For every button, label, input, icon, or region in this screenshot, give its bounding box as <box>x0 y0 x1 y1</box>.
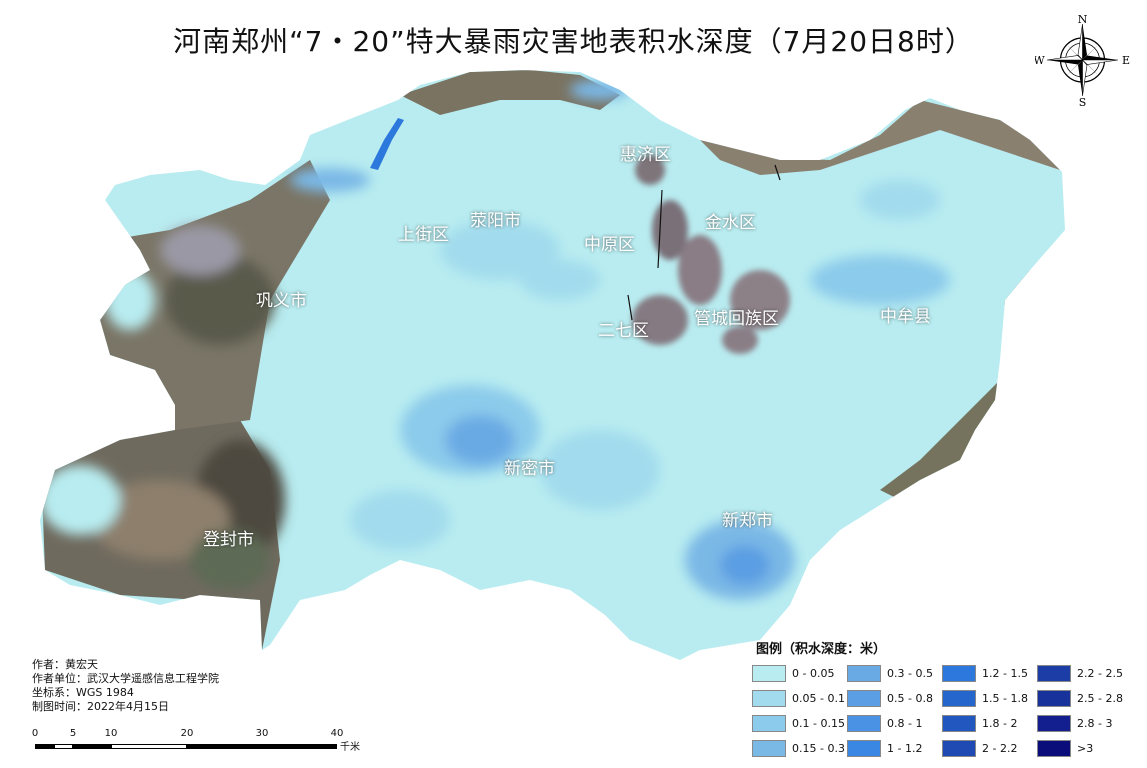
legend-swatch <box>1037 715 1071 732</box>
legend-grid: 0 - 0.05 0.3 - 0.5 1.2 - 1.5 2.2 - 2.5 0.05 … <box>752 665 1142 757</box>
compass-w: W <box>1035 54 1045 67</box>
map-legend: 图例（积水深度：米） 0 - 0.05 0.3 - 0.5 1.2 - 1.5 2.2… <box>752 638 1142 763</box>
scale-bar: 0 5 10 20 30 40 千米 <box>30 728 370 758</box>
scale-tick: 40 <box>330 728 344 739</box>
legend-item: 2.5 - 2.8 <box>1037 690 1132 707</box>
legend-swatch <box>1037 740 1071 757</box>
legend-item: 1.5 - 1.8 <box>942 690 1037 707</box>
city-label: 管城回族区 <box>694 309 779 329</box>
legend-title: 图例（积水深度：米） <box>756 642 887 657</box>
scale-tick: 5 <box>69 728 77 739</box>
compass-rose-icon: N S W E <box>1035 13 1130 107</box>
legend-label: 1.2 - 1.5 <box>982 667 1028 680</box>
legend-item: 1 - 1.2 <box>847 740 942 757</box>
legend-swatch <box>752 715 786 732</box>
compass-e: E <box>1122 54 1130 67</box>
credit-unit: 作者单位：武汉大学遥感信息工程学院 <box>32 672 219 685</box>
legend-item: >3 <box>1037 740 1132 757</box>
scale-segment <box>187 744 337 749</box>
legend-label: 0.05 - 0.1 <box>792 692 845 705</box>
legend-item: 0.3 - 0.5 <box>847 665 942 682</box>
legend-item: 2.2 - 2.5 <box>1037 665 1132 682</box>
map-title: 河南郑州“7・20”特大暴雨灾害地表积水深度（7月20日8时） <box>173 25 974 58</box>
compass-s: S <box>1079 96 1087 107</box>
scale-segment <box>54 744 73 749</box>
city-label: 中牟县 <box>880 307 931 327</box>
compass-n: N <box>1078 13 1088 26</box>
legend-label: 0.1 - 0.15 <box>792 717 845 730</box>
legend-label: 0.15 - 0.3 <box>792 742 845 755</box>
city-label: 巩义市 <box>256 291 307 311</box>
legend-item: 1.8 - 2 <box>942 715 1037 732</box>
scale-tick: 20 <box>180 728 194 739</box>
legend-item: 0.15 - 0.3 <box>752 740 847 757</box>
legend-item: 0.1 - 0.15 <box>752 715 847 732</box>
legend-swatch <box>942 690 976 707</box>
legend-label: 0.8 - 1 <box>887 717 923 730</box>
legend-label: 1 - 1.2 <box>887 742 923 755</box>
city-label: 荥阳市 <box>470 211 521 231</box>
scale-tick: 10 <box>104 728 118 739</box>
water-depth-layer <box>290 80 950 600</box>
legend-label: >3 <box>1077 742 1094 755</box>
scale-unit: 千米 <box>340 742 360 753</box>
legend-item: 0.05 - 0.1 <box>752 690 847 707</box>
map-credits: 作者：黄宏天 作者单位：武汉大学遥感信息工程学院 坐标系：WGS 1984 制图… <box>32 658 219 714</box>
city-label: 惠济区 <box>620 145 671 165</box>
legend-swatch <box>942 715 976 732</box>
city-label: 新密市 <box>504 459 555 479</box>
legend-swatch <box>847 665 881 682</box>
legend-swatch <box>1037 690 1071 707</box>
legend-swatch <box>752 665 786 682</box>
city-label: 金水区 <box>705 213 756 233</box>
legend-label: 0 - 0.05 <box>792 667 835 680</box>
legend-label: 2.5 - 2.8 <box>1077 692 1123 705</box>
legend-swatch <box>752 690 786 707</box>
credit-crs: 坐标系：WGS 1984 <box>32 686 134 699</box>
legend-swatch <box>942 665 976 682</box>
legend-swatch <box>847 715 881 732</box>
legend-swatch <box>942 740 976 757</box>
city-label: 新郑市 <box>722 511 773 531</box>
credit-author: 作者：黄宏天 <box>32 658 98 671</box>
legend-label: 2 - 2.2 <box>982 742 1018 755</box>
city-label: 中原区 <box>584 235 635 255</box>
legend-swatch <box>847 740 881 757</box>
legend-item: 0 - 0.05 <box>752 665 847 682</box>
legend-label: 0.5 - 0.8 <box>887 692 933 705</box>
legend-item: 1.2 - 1.5 <box>942 665 1037 682</box>
legend-label: 1.5 - 1.8 <box>982 692 1028 705</box>
scale-segment <box>73 744 111 749</box>
legend-label: 2.2 - 2.5 <box>1077 667 1123 680</box>
scale-tick: 0 <box>31 728 39 739</box>
legend-item: 0.5 - 0.8 <box>847 690 942 707</box>
legend-swatch <box>752 740 786 757</box>
credit-date: 制图时间：2022年4月15日 <box>32 700 169 713</box>
legend-item: 2.8 - 3 <box>1037 715 1132 732</box>
scale-segment <box>111 744 187 749</box>
legend-item: 0.8 - 1 <box>847 715 942 732</box>
city-label: 二七区 <box>598 321 649 341</box>
legend-swatch <box>847 690 881 707</box>
legend-label: 2.8 - 3 <box>1077 717 1113 730</box>
legend-label: 1.8 - 2 <box>982 717 1018 730</box>
legend-item: 2 - 2.2 <box>942 740 1037 757</box>
scale-segment <box>35 744 54 749</box>
scale-tick: 30 <box>255 728 269 739</box>
city-label: 上街区 <box>398 225 449 245</box>
legend-swatch <box>1037 665 1071 682</box>
legend-label: 0.3 - 0.5 <box>887 667 933 680</box>
city-label: 登封市 <box>203 530 254 550</box>
